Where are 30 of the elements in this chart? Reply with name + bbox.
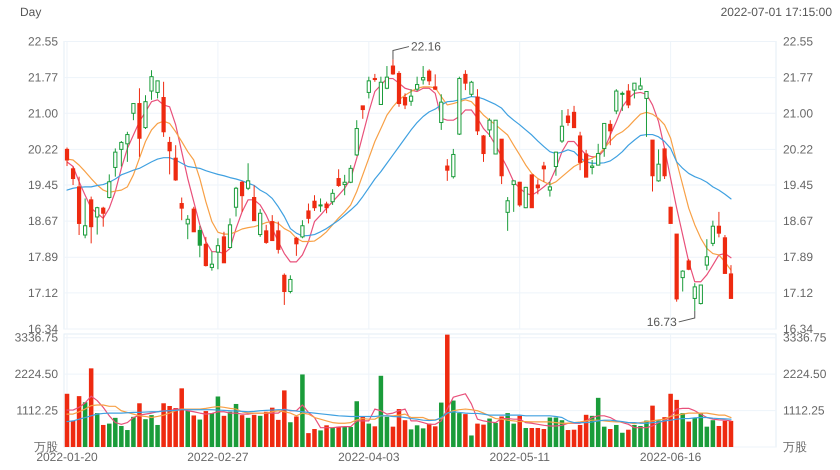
ytick: 20.22 [28,142,58,156]
y2tick: 2224.50 [783,367,826,382]
ytick: 21.00 [28,106,58,120]
annotation: 16.73 [646,314,677,329]
y2tick: 17.12 [783,286,814,300]
ytick: 19.45 [28,178,58,192]
y2tick: 1112.25 [783,404,825,418]
ytick: 2224.50 [14,367,58,382]
ytick: 21.77 [28,70,58,85]
title: Day [20,5,42,19]
xtick: 2022-02-27 [187,450,249,464]
y2tick: 22.55 [783,34,814,48]
ytick: 22.55 [28,34,58,48]
annotation: 22.16 [410,40,441,54]
xtick: 2022-04-03 [338,450,400,464]
y2tick: 万股 [783,440,807,454]
xtick: 2022-06-16 [640,450,702,464]
ytick: 万股 [34,440,58,454]
ytick: 18.67 [28,214,58,228]
y2tick: 18.67 [783,214,814,228]
y2tick: 20.22 [783,142,814,156]
y2tick: 21.77 [783,70,814,85]
ytick: 17.89 [28,250,58,264]
annotation: 2022-07-01 17:15:00 [720,5,832,19]
y2tick: 21.00 [783,106,814,120]
xtick: 2022-05-11 [489,450,550,464]
ytick: 17.12 [28,286,58,300]
y2tick: 17.89 [783,250,814,264]
ytick: 1112.25 [16,404,58,418]
y2tick: 19.45 [783,178,814,192]
